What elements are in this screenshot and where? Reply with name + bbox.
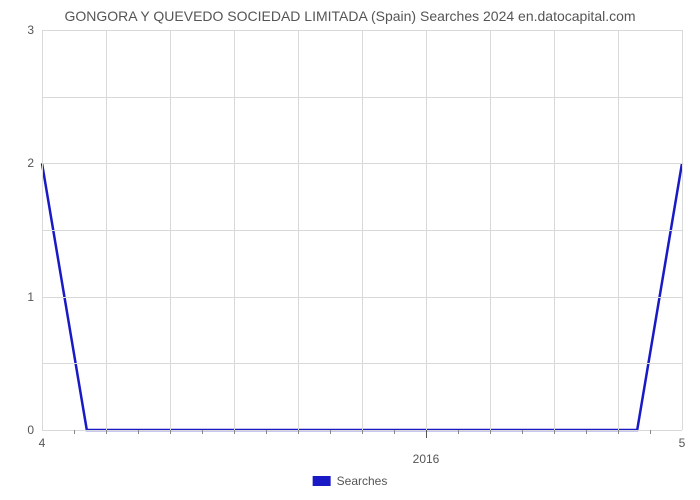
x-minor-tick bbox=[106, 430, 107, 434]
y-tick-label: 1 bbox=[27, 290, 34, 304]
x-minor-tick bbox=[394, 430, 395, 434]
x-minor-tick bbox=[586, 430, 587, 434]
line-chart: GONGORA Y QUEVEDO SOCIEDAD LIMITADA (Spa… bbox=[0, 0, 700, 500]
x-minor-tick bbox=[202, 430, 203, 434]
x-minor-tick bbox=[362, 430, 363, 434]
x-minor-tick bbox=[234, 430, 235, 434]
x-minor-tick bbox=[490, 430, 491, 434]
legend-label: Searches bbox=[337, 474, 388, 488]
chart-title: GONGORA Y QUEVEDO SOCIEDAD LIMITADA (Spa… bbox=[0, 8, 700, 24]
grid-line-horizontal bbox=[42, 30, 682, 31]
x-minor-tick bbox=[266, 430, 267, 434]
grid-line-horizontal bbox=[42, 297, 682, 298]
plot-area: 0123452016 bbox=[42, 30, 682, 430]
x-minor-tick bbox=[170, 430, 171, 434]
y-tick-label: 0 bbox=[27, 423, 34, 437]
grid-line-horizontal bbox=[42, 363, 682, 364]
y-tick-label: 3 bbox=[27, 23, 34, 37]
x-minor-tick bbox=[618, 430, 619, 434]
x-minor-tick bbox=[554, 430, 555, 434]
grid-line-vertical bbox=[682, 30, 683, 430]
x-minor-tick bbox=[298, 430, 299, 434]
x-tick-label: 5 bbox=[679, 436, 686, 450]
grid-line-horizontal bbox=[42, 97, 682, 98]
x-tick-label: 4 bbox=[39, 436, 46, 450]
x-minor-tick bbox=[650, 430, 651, 434]
x-minor-tick bbox=[330, 430, 331, 434]
grid-line-horizontal bbox=[42, 163, 682, 164]
x-major-tick bbox=[426, 430, 427, 438]
x-minor-tick bbox=[74, 430, 75, 434]
legend: Searches bbox=[313, 474, 388, 488]
legend-swatch bbox=[313, 476, 331, 486]
x-minor-tick bbox=[458, 430, 459, 434]
x-major-tick-label: 2016 bbox=[413, 452, 440, 466]
grid-line-horizontal bbox=[42, 230, 682, 231]
y-tick-label: 2 bbox=[27, 156, 34, 170]
x-minor-tick bbox=[138, 430, 139, 434]
x-minor-tick bbox=[522, 430, 523, 434]
